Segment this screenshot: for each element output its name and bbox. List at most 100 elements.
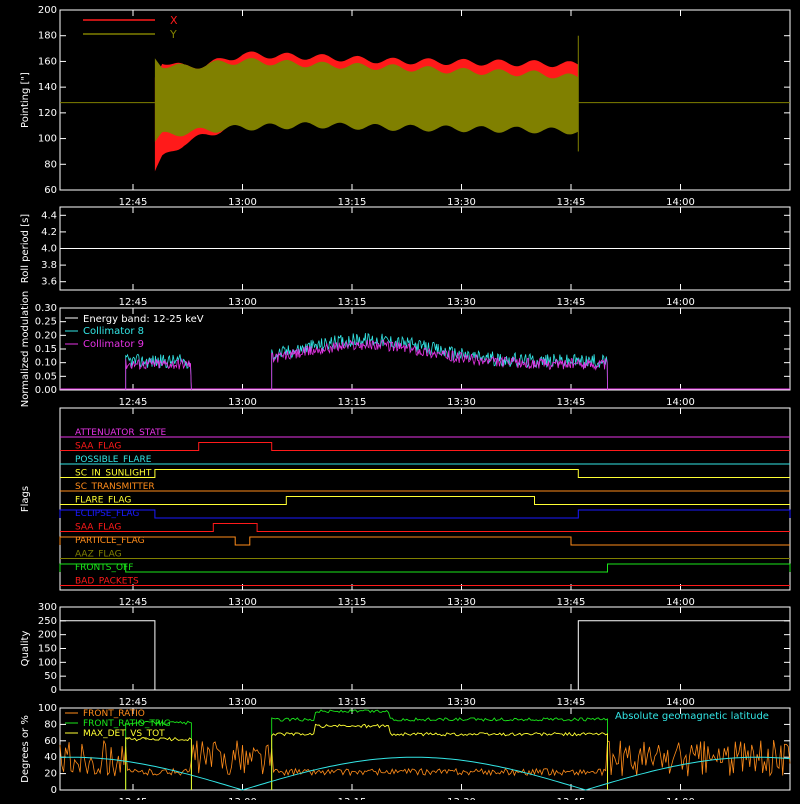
max-det-vs-tot-series	[59, 740, 791, 777]
legend-label: Y	[169, 28, 177, 41]
x-tick-label: 14:00	[666, 597, 695, 608]
flag-label: AAZ_FLAG	[75, 550, 122, 560]
x-tick-label: 13:15	[338, 397, 367, 408]
y-axis-label: Roll period [s]	[20, 214, 31, 283]
flag-label: FRONTS_OFF	[75, 563, 133, 573]
legend-label: FRONT_RATIO_TRIG	[83, 719, 171, 729]
legend-label: MAX_DET_VS_TOT	[83, 729, 165, 739]
x-tick-label: 13:45	[557, 697, 586, 708]
y-tick-label: 20	[44, 769, 57, 780]
y-tick-label: 0.15	[35, 344, 57, 355]
flag-label: SC_TRANSMITTER	[75, 482, 155, 492]
y-tick-label: 180	[38, 31, 57, 42]
y-axis-label: Normalized modulation	[20, 291, 31, 408]
y-tick-label: 60	[44, 185, 57, 196]
y-tick-label: 4.0	[41, 244, 57, 255]
x-tick-label: 14:00	[666, 297, 695, 308]
x-tick-label: 12:45	[119, 297, 148, 308]
right-legend-label: Absolute geomagnetic latitude	[615, 711, 769, 722]
y-tick-label: 0.30	[35, 303, 57, 314]
y-tick-label: 140	[38, 82, 57, 93]
x-tick-label: 13:15	[338, 697, 367, 708]
legend-title: Energy band: 12-25 keV	[83, 314, 204, 325]
flag-label: SC_IN_SUNLIGHT	[75, 469, 152, 479]
y-tick-label: 50	[44, 671, 57, 682]
x-tick-label: 13:30	[447, 397, 476, 408]
flag-trace	[60, 442, 790, 451]
x-tick-label: 13:45	[557, 297, 586, 308]
flag-trace	[60, 496, 790, 505]
y-tick-label: 0	[51, 785, 57, 796]
plot-frame	[59, 606, 791, 691]
x-tick-label: 12:45	[119, 197, 148, 208]
flag-trace	[60, 469, 790, 478]
x-tick-label: 13:30	[447, 297, 476, 308]
y-axis-label: Pointing ["]	[20, 72, 31, 128]
front-ratio-trig-series	[125, 736, 192, 790]
x-tick-label: 13:45	[557, 197, 586, 208]
y-tick-label: 160	[38, 56, 57, 67]
flag-label: ECLIPSE_FLAG	[75, 509, 139, 519]
front-ratio-trig-series	[271, 723, 608, 790]
y-tick-label: 250	[38, 616, 57, 627]
x-tick-label: 12:45	[119, 697, 148, 708]
y-tick-label: 200	[38, 5, 57, 16]
flag-label: POSSIBLE_FLARE	[75, 455, 152, 465]
flag-trace	[59, 563, 791, 573]
flag-label: BAD_PACKETS	[75, 577, 139, 587]
x-tick-label: 13:30	[447, 697, 476, 708]
x-tick-label: 13:00	[228, 697, 257, 708]
geomagnetic-latitude-series	[59, 756, 791, 791]
x-tick-label: 13:45	[557, 597, 586, 608]
y-tick-label: 3.8	[41, 260, 57, 271]
modulation-series-9	[125, 358, 192, 391]
y-tick-label: 4.2	[41, 227, 57, 238]
x-tick-label: 13:15	[338, 297, 367, 308]
flag-label: PARTICLE_FLAG	[75, 536, 145, 546]
y-tick-label: 200	[38, 630, 57, 641]
quality-line	[60, 620, 790, 691]
modulation-series-8	[125, 353, 192, 391]
y-tick-label: 0.00	[35, 385, 57, 396]
legend-label: FRONT_RATIO	[83, 709, 145, 719]
x-tick-label: 13:30	[447, 197, 476, 208]
y-tick-label: 0.10	[35, 358, 57, 369]
y-tick-label: 100	[38, 703, 57, 714]
x-tick-label: 13:15	[338, 197, 367, 208]
x-tick-label: 13:45	[557, 397, 586, 408]
y-tick-label: 80	[44, 159, 57, 170]
x-tick-label: 13:00	[228, 197, 257, 208]
x-tick-label: 14:00	[666, 697, 695, 708]
x-tick-label: 13:30	[447, 597, 476, 608]
plot-frame	[59, 9, 791, 191]
modulation-series-9	[271, 339, 608, 391]
y-tick-label: 4.4	[41, 210, 57, 221]
flag-label: ATTENUATOR_STATE	[75, 428, 167, 438]
x-tick-label: 14:00	[666, 397, 695, 408]
flag-label: FLARE_FLAG	[75, 496, 131, 506]
y-tick-label: 80	[44, 719, 57, 730]
x-tick-label: 12:45	[119, 397, 148, 408]
y-tick-label: 0.05	[35, 371, 57, 382]
y-axis-label: Degrees or %	[20, 715, 31, 783]
front-ratio-series	[125, 720, 192, 790]
y-tick-label: 40	[44, 752, 57, 763]
y-tick-label: 0.25	[35, 317, 57, 328]
x-tick-label: 13:00	[228, 597, 257, 608]
y-tick-label: 60	[44, 736, 57, 747]
flag-trace	[59, 536, 790, 546]
y-axis-label: Flags	[20, 486, 31, 512]
y-tick-label: 100	[38, 134, 57, 145]
pointing-series-y	[154, 58, 579, 142]
flag-trace	[59, 509, 791, 519]
flag-label: SAA_FLAG	[75, 523, 121, 533]
front-ratio-series	[271, 709, 608, 790]
y-tick-label: 100	[38, 657, 57, 668]
flag-trace	[60, 523, 790, 532]
x-tick-label: 14:00	[666, 197, 695, 208]
x-tick-label: 12:45	[119, 597, 148, 608]
x-tick-label: 13:15	[338, 597, 367, 608]
y-axis-label: Quality	[20, 631, 31, 667]
y-tick-label: 120	[38, 108, 57, 119]
